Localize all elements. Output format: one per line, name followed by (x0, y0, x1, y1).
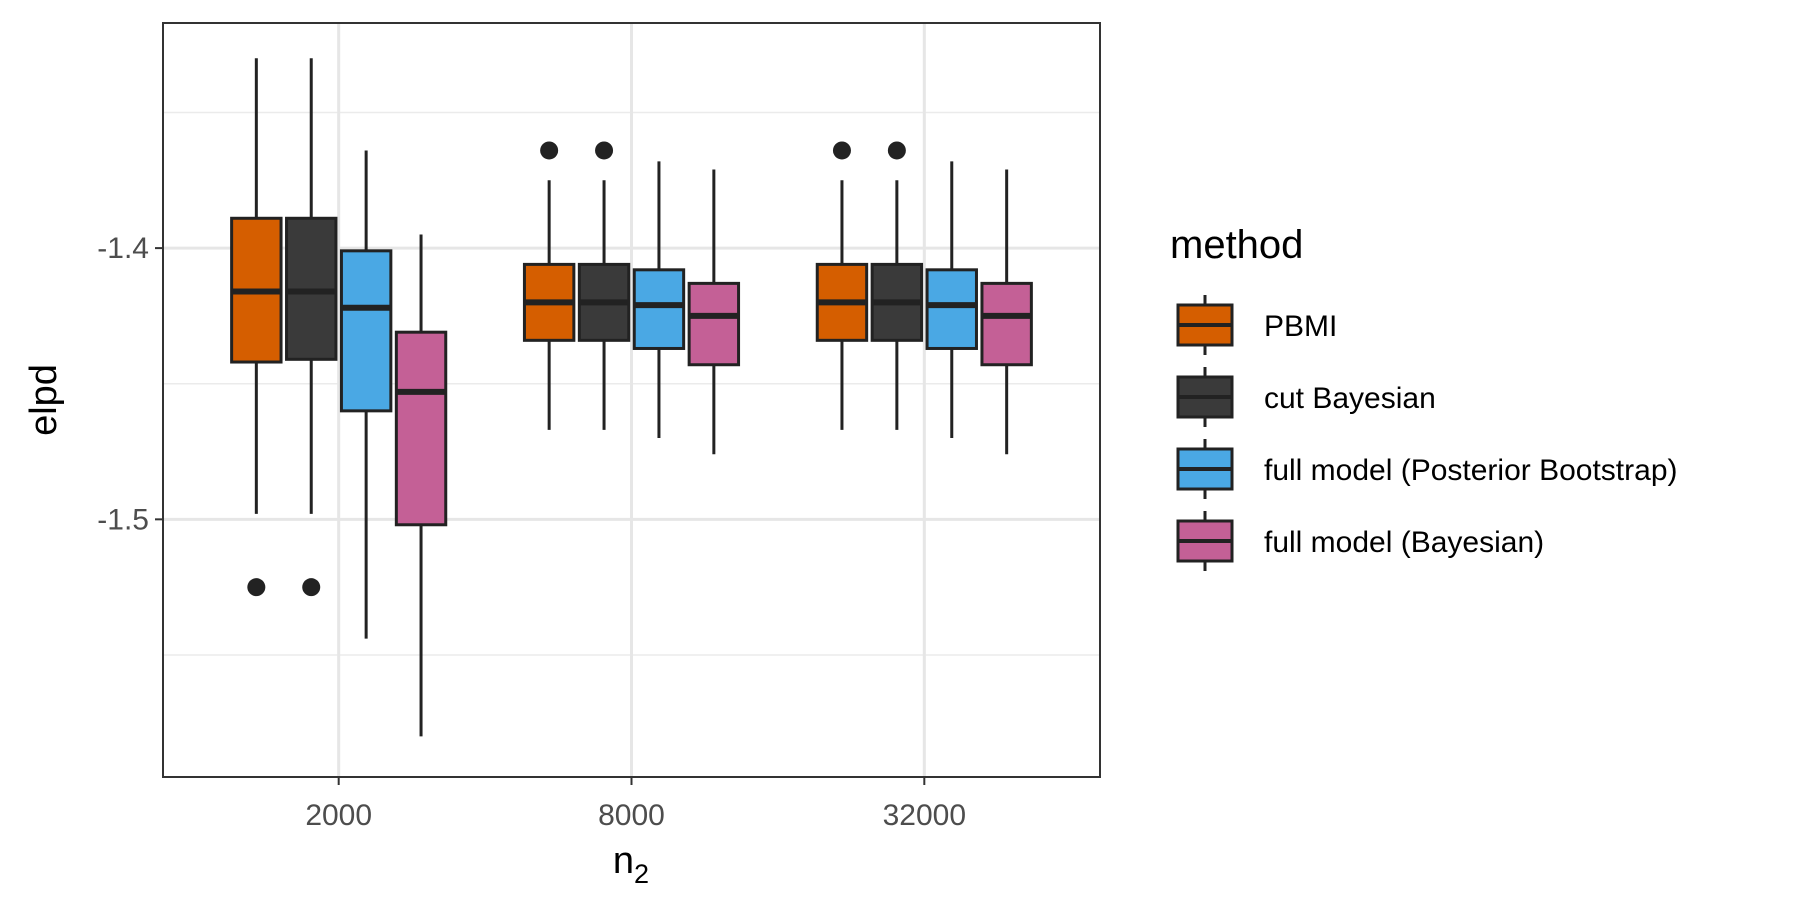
box (339, 249, 393, 413)
y-tick-label: -1.4 (97, 232, 149, 265)
boxplot (925, 161, 978, 438)
boxplot (394, 234, 448, 737)
x-axis-title: n2 (613, 840, 649, 889)
boxplot (339, 150, 393, 639)
outlier-point (595, 141, 614, 160)
legend-item: PBMI (1176, 295, 1337, 355)
box (687, 281, 741, 367)
outlier-point (247, 578, 266, 597)
legend-item: full model (Bayesian) (1176, 511, 1544, 571)
boxplot (577, 141, 631, 430)
legend-item: full model (Posterior Bootstrap) (1176, 439, 1678, 499)
legend-label: cut Bayesian (1264, 382, 1436, 415)
boxplot (230, 58, 283, 597)
x-axis-title-subscript: 2 (634, 859, 649, 889)
boxplot (980, 169, 1033, 455)
y-axis-title: elpd (23, 364, 65, 436)
legend-label: full model (Bayesian) (1264, 526, 1544, 559)
x-axis: 2000 8000 32000 (305, 777, 966, 832)
box (394, 330, 448, 527)
y-axis: -1.4 -1.5 (97, 232, 163, 536)
boxplot (522, 141, 576, 430)
outlier-point (832, 141, 851, 160)
boxes (230, 58, 1033, 737)
outlier-point (540, 141, 559, 160)
legend-item: cut Bayesian (1176, 367, 1436, 427)
boxplot (632, 161, 686, 438)
legend-title: method (1170, 223, 1303, 267)
x-axis-title-main: n (613, 840, 634, 882)
boxplot (815, 141, 869, 430)
y-tick-label: -1.5 (97, 503, 149, 536)
legend-label: PBMI (1264, 310, 1337, 343)
box (925, 268, 978, 350)
legend: method PBMI cut Bayesian full model (Poste… (1170, 223, 1678, 571)
boxplot (285, 58, 338, 597)
box (980, 281, 1033, 367)
x-tick-label: 8000 (598, 799, 665, 832)
x-tick-label: 32000 (883, 799, 966, 832)
x-tick-label: 2000 (305, 799, 372, 832)
box (632, 268, 686, 350)
boxplot (687, 169, 741, 455)
outlier-point (302, 578, 321, 597)
outlier-point (887, 141, 906, 160)
legend-label: full model (Posterior Bootstrap) (1264, 454, 1678, 487)
boxplot (870, 141, 924, 430)
